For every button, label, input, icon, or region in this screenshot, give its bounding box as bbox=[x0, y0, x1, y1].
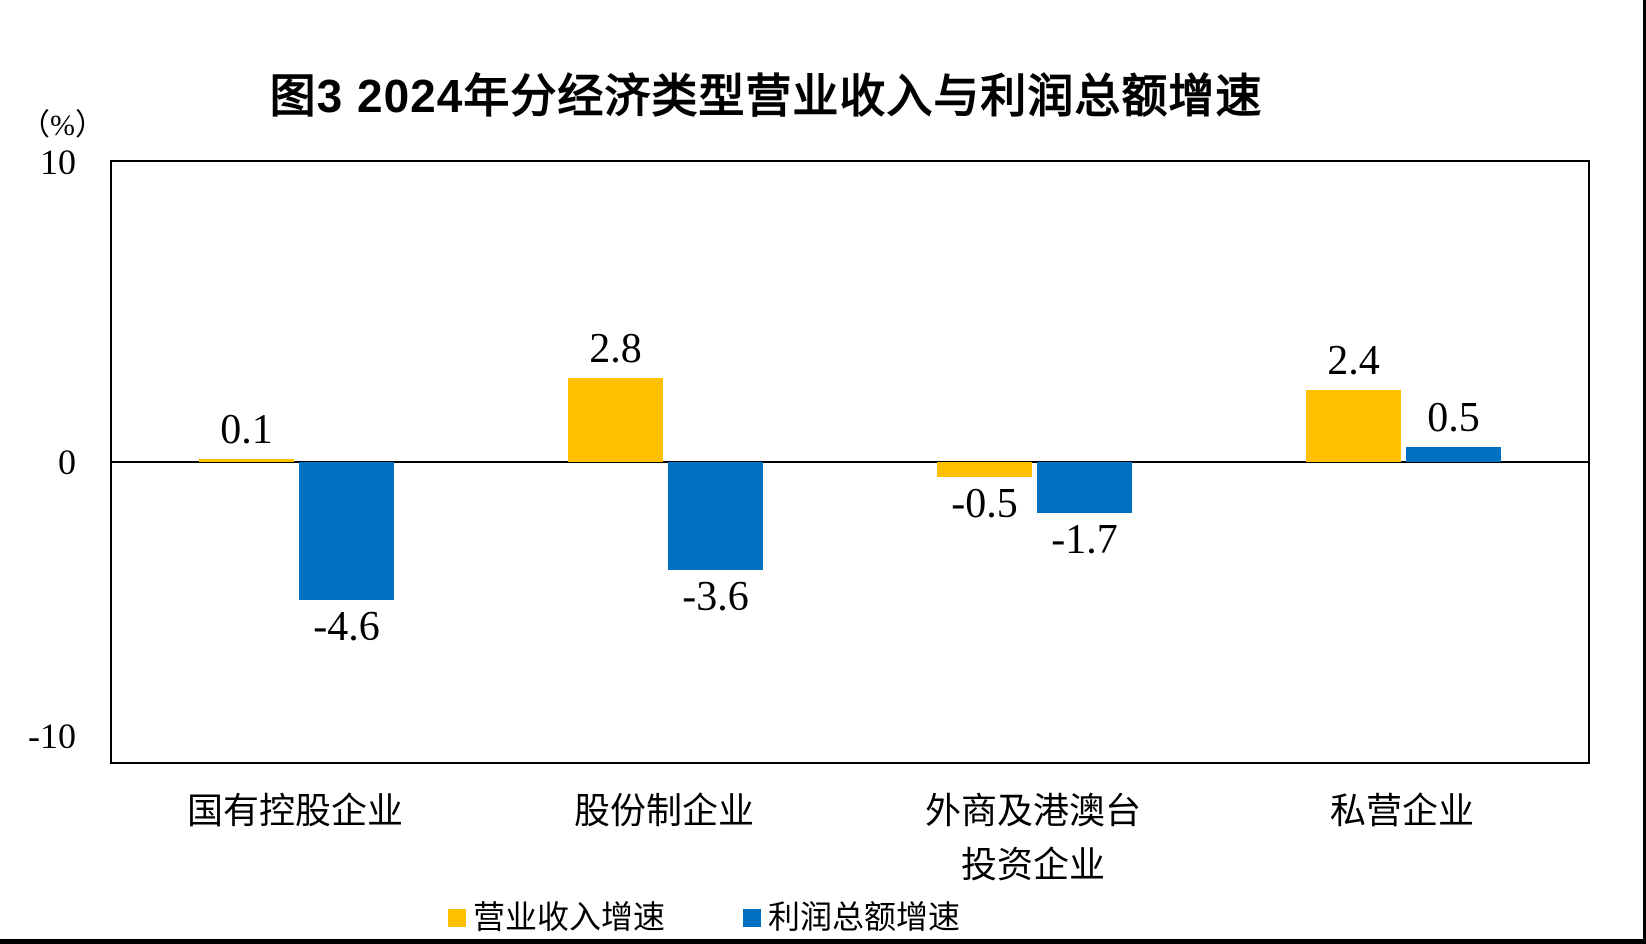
bar-series1-cat3 bbox=[1406, 447, 1501, 462]
revenue-growth-legend-swatch-icon bbox=[448, 909, 466, 927]
chart-title: 图3 2024年分经济类型营业收入与利润总额增速 bbox=[269, 70, 1263, 122]
value-label-series1-cat0: -4.6 bbox=[313, 604, 380, 650]
value-label-series1-cat1: -3.6 bbox=[682, 574, 749, 620]
y-tick-label-0: 0 bbox=[58, 442, 76, 482]
y-tick-label-10: 10 bbox=[40, 142, 76, 182]
category-label-1: 股份制企业 bbox=[573, 791, 754, 831]
value-label-series1-cat3: 0.5 bbox=[1427, 395, 1480, 441]
y-tick-label--10: -10 bbox=[28, 716, 76, 756]
bar-series1-cat1 bbox=[668, 462, 763, 570]
legend-item-profit-growth: 利润总额增速 bbox=[743, 899, 960, 935]
value-label-series0-cat0: 0.1 bbox=[220, 407, 273, 453]
bar-series1-cat0 bbox=[299, 462, 394, 600]
bar-series1-cat2 bbox=[1037, 462, 1132, 513]
category-label-0: 国有控股企业 bbox=[186, 791, 403, 831]
page-bottom-border bbox=[0, 939, 1646, 944]
legend-label-profit-growth: 利润总额增速 bbox=[768, 899, 961, 935]
bar-series0-cat1 bbox=[568, 378, 663, 462]
plot-area: 0.1 2.8 -0.5 2.4 -4.6 -3.6 -1.7 0.5 bbox=[110, 160, 1590, 764]
legend-item-revenue-growth: 营业收入增速 bbox=[448, 899, 665, 935]
value-label-series0-cat1: 2.8 bbox=[589, 326, 642, 372]
page-right-border bbox=[1643, 0, 1646, 944]
bar-series0-cat0 bbox=[199, 459, 294, 462]
y-axis-unit-label: （%） bbox=[20, 109, 105, 142]
bar-series0-cat2 bbox=[937, 462, 1032, 477]
bar-series0-cat3 bbox=[1306, 390, 1401, 462]
legend-label-revenue-growth: 营业收入增速 bbox=[473, 899, 666, 935]
value-label-series0-cat2: -0.5 bbox=[951, 481, 1018, 527]
zero-axis-line bbox=[112, 461, 1588, 463]
legend: 营业收入增速 利润总额增速 bbox=[448, 899, 960, 935]
value-label-series0-cat3: 2.4 bbox=[1327, 338, 1380, 384]
category-label-2: 外商及港澳台 投资企业 bbox=[924, 791, 1141, 885]
value-label-series1-cat2: -1.7 bbox=[1051, 517, 1118, 563]
category-label-3: 私营企业 bbox=[1329, 791, 1474, 831]
profit-growth-legend-swatch-icon bbox=[743, 909, 762, 927]
